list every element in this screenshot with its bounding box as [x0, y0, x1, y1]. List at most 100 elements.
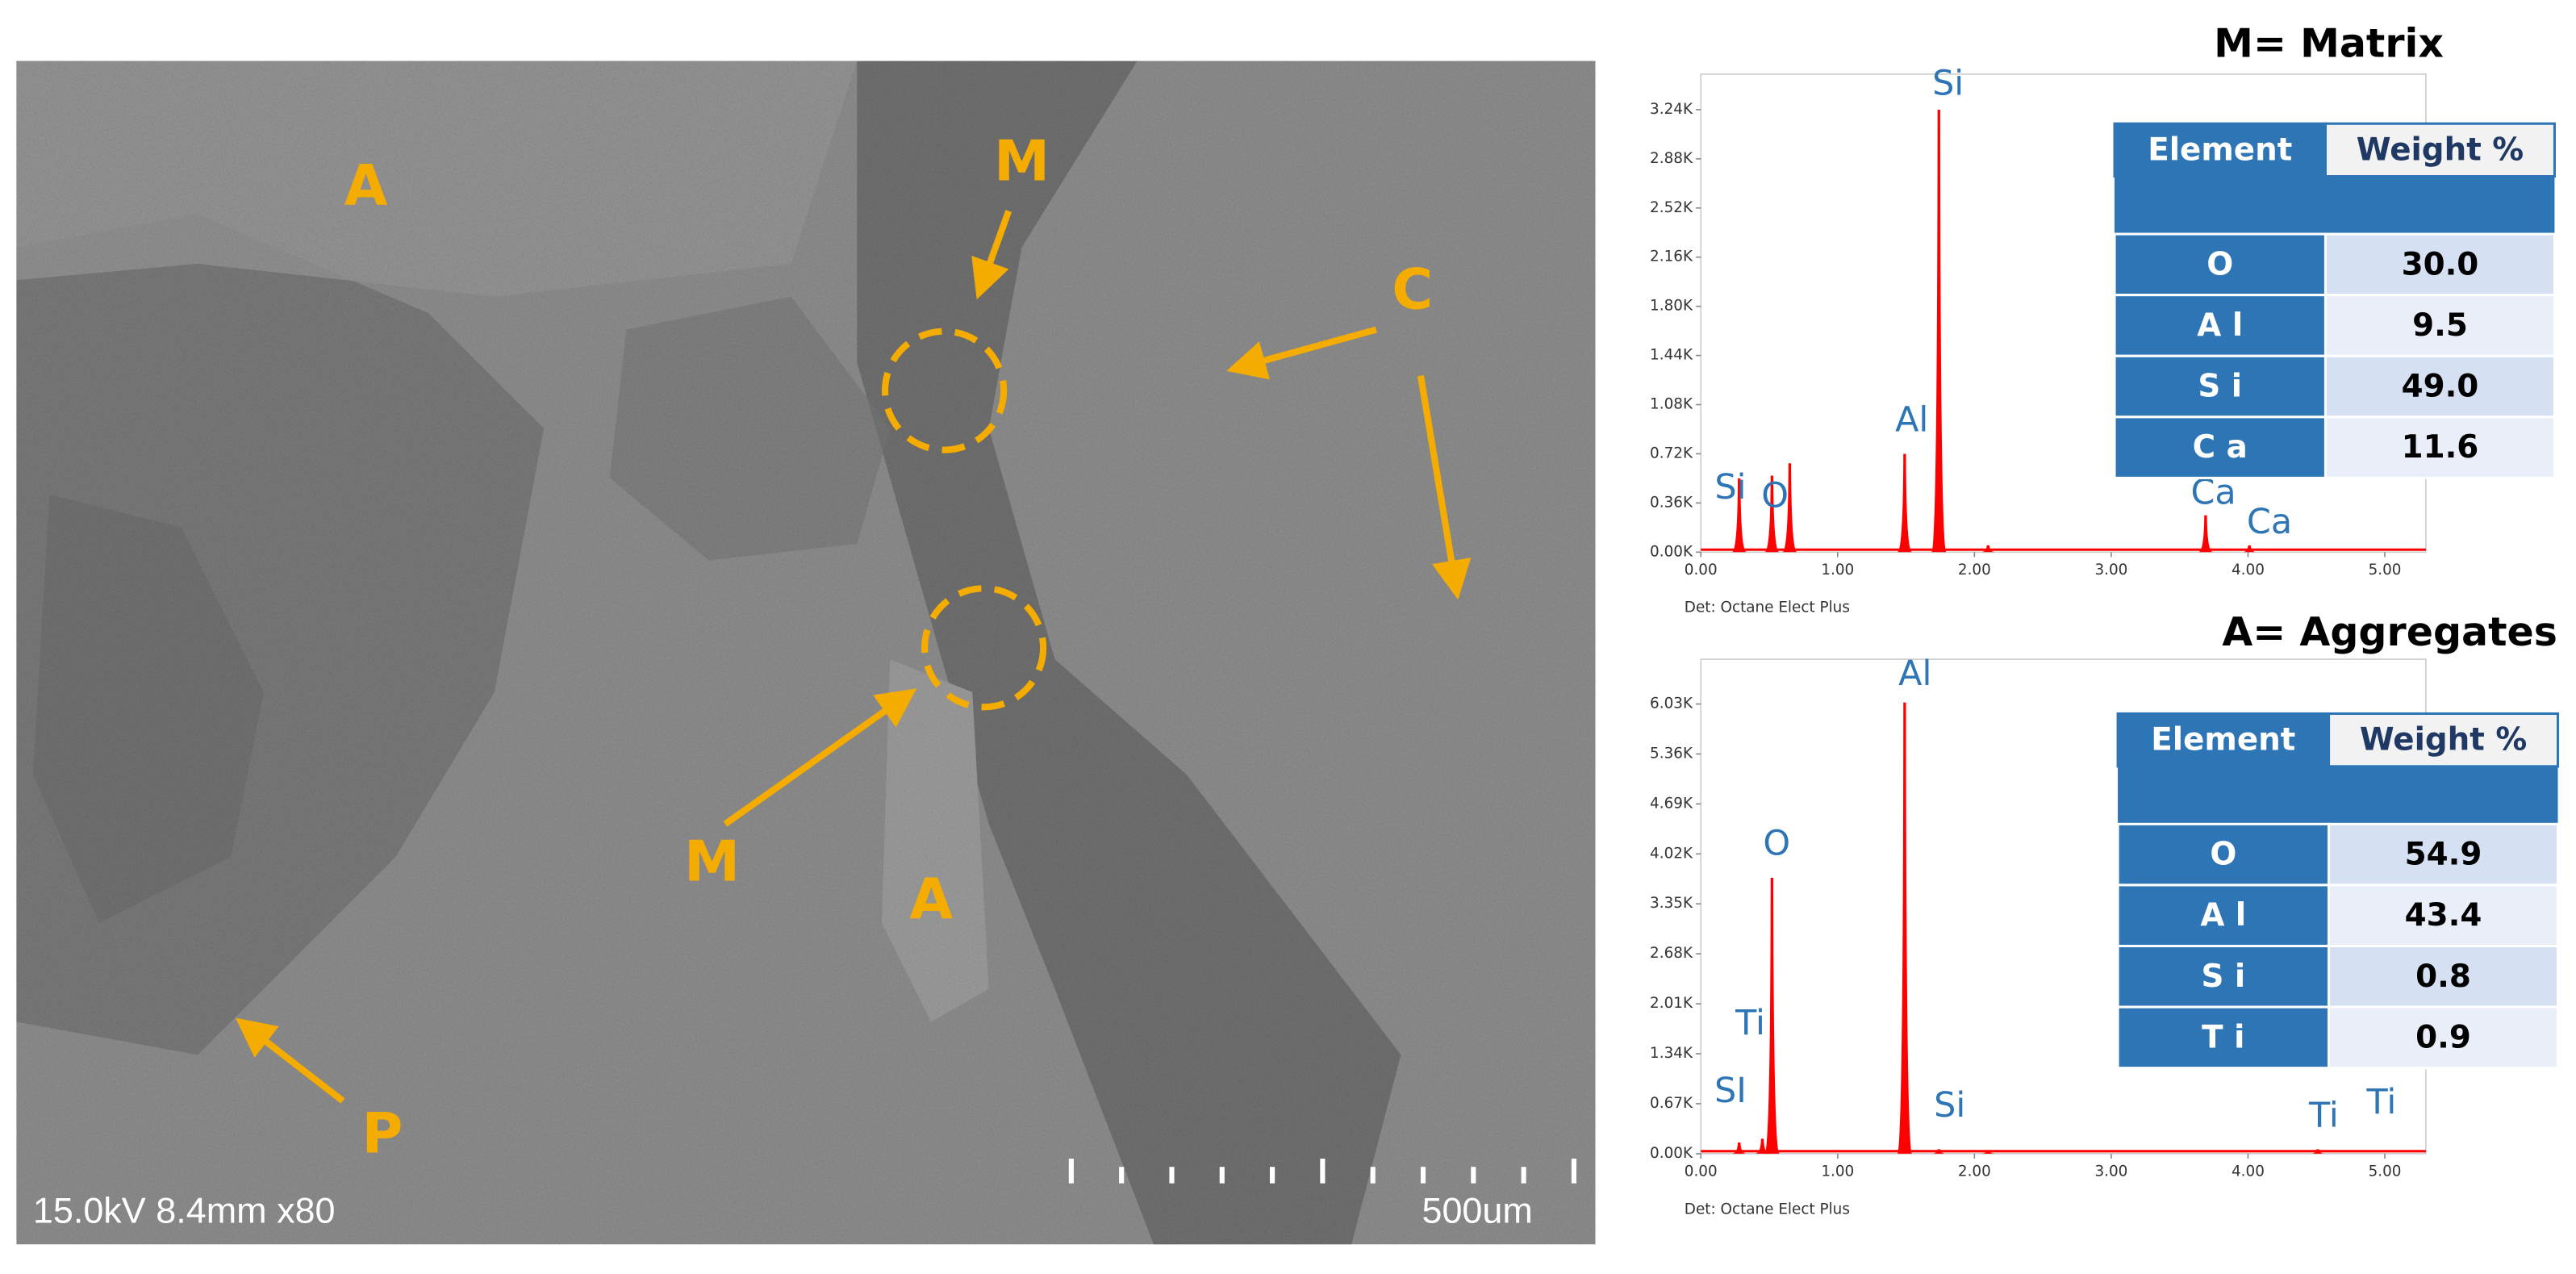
peak — [1764, 475, 1780, 553]
sem-label: M — [994, 129, 1050, 194]
y-tick-label: 3.24K — [1650, 101, 1693, 118]
table-header: Element — [2148, 132, 2292, 168]
chart-title: M= Matrix — [2214, 20, 2444, 67]
detector-note: Det: Octane Elect Plus — [1685, 599, 1850, 616]
peak-label: Ca — [2247, 502, 2292, 542]
x-tick-label: 4.00 — [2232, 1163, 2265, 1180]
weight-cell — [2323, 416, 2556, 479]
weight-cell — [2328, 883, 2560, 948]
peak — [1981, 1151, 1996, 1154]
x-tick-label: 1.00 — [1821, 562, 1854, 579]
y-tick-label: 0.67K — [1650, 1095, 1693, 1112]
element-cell — [2116, 1005, 2331, 1070]
weight-percent: 49.0 — [2402, 369, 2479, 405]
element-cell — [2113, 354, 2328, 419]
weight-percent: 11.6 — [2402, 429, 2479, 466]
sem-label: A — [344, 154, 388, 219]
peak — [1731, 1142, 1747, 1154]
element-name: O — [2207, 246, 2233, 282]
peak-label: Si — [1714, 467, 1746, 508]
x-tick-label: 0.00 — [1685, 1163, 1718, 1180]
peak — [1755, 1138, 1770, 1154]
element-name: S i — [2198, 369, 2242, 405]
spectra: 0.00K 0.36K 0.72K 1.08K 1.44K 1.80K 2.16K 2.52K… — [1650, 20, 2560, 1218]
weight-percent: 54.9 — [2405, 837, 2482, 873]
x-tick-label: 4.00 — [2232, 562, 2265, 579]
y-tick-label: 0.36K — [1650, 494, 1693, 511]
y-tick-label: 2.01K — [1650, 995, 1693, 1012]
peak-label: Ti — [2308, 1095, 2339, 1135]
element-cell — [2113, 416, 2328, 479]
peak — [1897, 453, 1913, 553]
y-tick-label: 3.35K — [1650, 895, 1693, 912]
weight-cell — [2328, 822, 2560, 887]
element-name: A l — [2200, 897, 2246, 934]
sem-info: 15.0kV 8.4mm x80 — [33, 1189, 336, 1230]
sem-label: C — [1392, 258, 1433, 323]
peak — [1931, 1149, 1947, 1154]
element-name: S i — [2201, 959, 2245, 995]
weight-cell — [2323, 354, 2556, 419]
y-tick-label: 0.72K — [1650, 445, 1693, 462]
y-tick-label: 2.16K — [1650, 249, 1693, 265]
weight-percent: 0.8 — [2415, 959, 2471, 995]
table-header: Element — [2151, 722, 2295, 758]
sem-label: M — [684, 829, 740, 894]
element-table: Element Weight % O 54.9 A l 43.4 S i 0.8 T i 0.9 — [2116, 712, 2560, 1070]
table-band — [2118, 766, 2558, 825]
peak-label: SI — [1714, 1071, 1747, 1111]
x-tick-label: 3.00 — [2094, 1163, 2127, 1180]
arrows — [235, 210, 1472, 1104]
peak-label: Ti — [1735, 1003, 1765, 1043]
sem-label: P — [361, 1101, 403, 1166]
table-band — [2114, 176, 2555, 235]
y-tick-label: 4.02K — [1650, 845, 1693, 862]
detector-note: Det: Octane Elect Plus — [1685, 1201, 1850, 1218]
scale-bar — [1068, 1159, 1577, 1184]
peak — [1731, 478, 1747, 553]
peak — [2241, 545, 2257, 553]
peak — [1931, 109, 1947, 553]
weight-percent: 43.4 — [2405, 897, 2482, 934]
y-tick-label: 1.80K — [1650, 298, 1693, 315]
table-header: Weight % — [2357, 132, 2524, 168]
x-tick-label: 0.00 — [1685, 562, 1718, 579]
y-tick-label: 1.44K — [1650, 347, 1693, 364]
peak-label: O — [1763, 823, 1790, 863]
weight-cell — [2328, 1005, 2560, 1070]
x-tick-label: 5.00 — [2369, 1163, 2402, 1180]
weight-percent: 9.5 — [2412, 307, 2468, 344]
peak — [2310, 1149, 2326, 1154]
y-tick-label: 0.00K — [1650, 543, 1693, 560]
peak — [1897, 702, 1913, 1154]
peak — [1764, 877, 1780, 1154]
table-header-cell — [2323, 122, 2556, 178]
y-tick-label: 1.08K — [1650, 396, 1693, 413]
scale-label: 500um — [1422, 1189, 1532, 1230]
y-tick-label: 2.52K — [1650, 199, 1693, 216]
y-tick-label: 6.03K — [1650, 695, 1693, 712]
peak-label: Si — [1934, 1085, 1965, 1126]
weight-cell — [2323, 232, 2556, 297]
element-name: O — [2210, 837, 2236, 873]
table-header-cell — [2328, 712, 2560, 768]
y-tick-label: 4.69K — [1650, 795, 1693, 812]
element-cell — [2116, 883, 2331, 948]
peak-label: Ti — [2366, 1082, 2397, 1122]
x-tick-label: 5.00 — [2369, 562, 2402, 579]
x-tick-label: 2.00 — [1958, 562, 1991, 579]
peak-label: O — [1761, 475, 1789, 516]
sem-image: A M C M A P 15.0kV 8.4mm x80 500um — [16, 61, 1596, 1245]
peak-label: Si — [1932, 64, 1964, 104]
y-tick-label: 1.34K — [1650, 1045, 1693, 1062]
y-tick-label: 2.68K — [1650, 945, 1693, 962]
chart-title: A= Aggregates — [2222, 608, 2557, 655]
peak-label: Al — [1898, 654, 1931, 694]
weight-cell — [2323, 294, 2556, 357]
peak — [1981, 545, 1996, 553]
peak — [1782, 463, 1797, 553]
weight-percent: 30.0 — [2402, 246, 2479, 282]
element-name: T i — [2202, 1019, 2244, 1055]
weight-percent: 0.9 — [2415, 1019, 2471, 1055]
